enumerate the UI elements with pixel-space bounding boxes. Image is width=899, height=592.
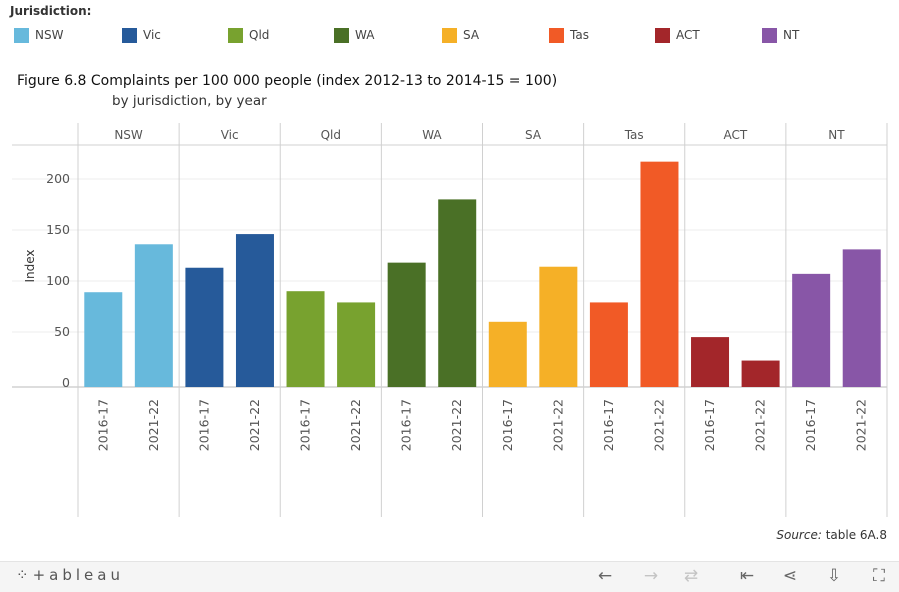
x-tick-label: 2021-22 bbox=[449, 399, 464, 451]
legend-swatch bbox=[442, 27, 457, 43]
reset-button[interactable]: ⇤ bbox=[734, 565, 760, 587]
bar-nsw-2021-22 bbox=[134, 244, 173, 387]
redo-button[interactable]: → bbox=[638, 565, 664, 587]
legend-item-tas[interactable]: Tas bbox=[549, 26, 589, 44]
x-tick-label: 2016-17 bbox=[500, 399, 515, 451]
legend-label: SA bbox=[463, 28, 480, 42]
bar-tas-2016-17 bbox=[589, 302, 628, 387]
x-tick-label: 2021-22 bbox=[753, 399, 768, 451]
y-tick-label: 150 bbox=[46, 222, 70, 237]
bar-sa-2016-17 bbox=[488, 321, 527, 387]
bar-sa-2021-22 bbox=[539, 266, 578, 387]
legend-label: Qld bbox=[249, 28, 270, 42]
legend-swatch bbox=[228, 27, 243, 43]
legend-label: Vic bbox=[143, 28, 161, 42]
chart-area: 0 50 100 150 200 Index NSW 2016-17 2021-22 Vic 201… bbox=[12, 123, 888, 517]
legend-label: WA bbox=[355, 28, 375, 42]
pane-header-wa: WA bbox=[422, 128, 442, 142]
fullscreen-button[interactable]: ⛶ bbox=[866, 565, 892, 587]
pane-header-nt: NT bbox=[828, 128, 845, 142]
x-tick-label: 2021-22 bbox=[348, 399, 363, 451]
source-label: Source: bbox=[776, 528, 822, 542]
x-tick-label: 2016-17 bbox=[601, 399, 616, 451]
x-tick-label: 2016-17 bbox=[702, 399, 717, 451]
chart-title: Figure 6.8 Complaints per 100 000 people… bbox=[17, 73, 558, 89]
bar-vic-2016-17 bbox=[185, 267, 224, 387]
bar-act-2021-22 bbox=[741, 360, 780, 387]
redo-icon: → bbox=[643, 566, 659, 586]
tableau-logo-icon: ⁘ bbox=[16, 566, 33, 584]
x-tick-label: 2016-17 bbox=[196, 399, 211, 451]
share-icon: ⋖ bbox=[782, 566, 798, 586]
x-tick-label: 2021-22 bbox=[854, 399, 869, 451]
pane-header-qld: Qld bbox=[321, 128, 341, 142]
x-tick-label: 2021-22 bbox=[247, 399, 262, 451]
legend-swatch bbox=[122, 27, 137, 43]
pane-header-tas: Tas bbox=[624, 128, 644, 142]
x-tick-label: 2016-17 bbox=[298, 399, 313, 451]
legend-swatch bbox=[334, 27, 349, 43]
x-tick-label: 2021-22 bbox=[651, 399, 666, 451]
legend-label: NSW bbox=[35, 28, 64, 42]
x-tick-label: 2016-17 bbox=[95, 399, 110, 451]
pane-header-act: ACT bbox=[723, 128, 747, 142]
y-tick-label: 50 bbox=[54, 324, 70, 339]
legend-swatch bbox=[655, 27, 670, 43]
bar-wa-2021-22 bbox=[438, 199, 477, 387]
bar-nsw-2016-17 bbox=[84, 292, 123, 387]
legend-label: ACT bbox=[676, 28, 700, 42]
bar-act-2016-17 bbox=[691, 337, 730, 387]
legend-item-qld[interactable]: Qld bbox=[228, 26, 269, 44]
bar-qld-2016-17 bbox=[286, 291, 325, 387]
bar-qld-2021-22 bbox=[337, 302, 376, 387]
bar-vic-2021-22 bbox=[235, 234, 274, 387]
legend-label: Tas bbox=[570, 28, 589, 42]
y-axis-label: Index bbox=[23, 249, 37, 282]
revert-icon: ⇄ bbox=[683, 566, 699, 586]
legend-swatch bbox=[14, 27, 29, 43]
y-tick-label: 200 bbox=[46, 171, 70, 186]
pane-header-sa: SA bbox=[525, 128, 542, 142]
undo-icon: ← bbox=[597, 566, 613, 586]
bar-wa-2016-17 bbox=[387, 262, 426, 387]
source-note: Source: table 6A.8 bbox=[776, 528, 887, 542]
x-tick-label: 2016-17 bbox=[803, 399, 818, 451]
y-tick-label: 0 bbox=[62, 375, 70, 390]
legend: NSW Vic Qld WA SA Tas ACT NT bbox=[14, 26, 894, 44]
tableau-toolbar: ⁘+ableau ← → ⇄ ⇤ ⋖ ⇩ ⛶ bbox=[0, 561, 899, 592]
x-tick-label: 2021-22 bbox=[550, 399, 565, 451]
pane-header-vic: Vic bbox=[221, 128, 239, 142]
download-button[interactable]: ⇩ bbox=[821, 565, 847, 587]
pane-header-nsw: NSW bbox=[114, 128, 143, 142]
fullscreen-icon: ⛶ bbox=[873, 566, 885, 586]
legend-swatch bbox=[549, 27, 564, 43]
bar-nt-2016-17 bbox=[792, 273, 831, 387]
legend-item-nt[interactable]: NT bbox=[762, 26, 799, 44]
x-tick-label: 2021-22 bbox=[146, 399, 161, 451]
reset-icon: ⇤ bbox=[739, 566, 755, 586]
legend-item-vic[interactable]: Vic bbox=[122, 26, 161, 44]
share-button[interactable]: ⋖ bbox=[777, 565, 803, 587]
revert-button[interactable]: ⇄ bbox=[678, 565, 704, 587]
legend-swatch bbox=[762, 27, 777, 43]
bar-nt-2021-22 bbox=[842, 249, 881, 387]
chart-subtitle: by jurisdiction, by year bbox=[112, 93, 267, 109]
tableau-logo[interactable]: ⁘+ableau bbox=[16, 566, 124, 584]
legend-item-sa[interactable]: SA bbox=[442, 26, 479, 44]
source-text: table 6A.8 bbox=[821, 528, 887, 542]
undo-button[interactable]: ← bbox=[592, 565, 618, 587]
legend-item-act[interactable]: ACT bbox=[655, 26, 700, 44]
download-icon: ⇩ bbox=[826, 566, 842, 586]
tableau-logo-text: +ableau bbox=[32, 566, 124, 584]
legend-item-nsw[interactable]: NSW bbox=[14, 26, 63, 44]
legend-title: Jurisdiction: bbox=[10, 4, 92, 18]
legend-item-wa[interactable]: WA bbox=[334, 26, 374, 44]
x-tick-label: 2016-17 bbox=[399, 399, 414, 451]
legend-label: NT bbox=[783, 28, 800, 42]
y-tick-label: 100 bbox=[46, 273, 70, 288]
bar-tas-2021-22 bbox=[640, 161, 679, 387]
